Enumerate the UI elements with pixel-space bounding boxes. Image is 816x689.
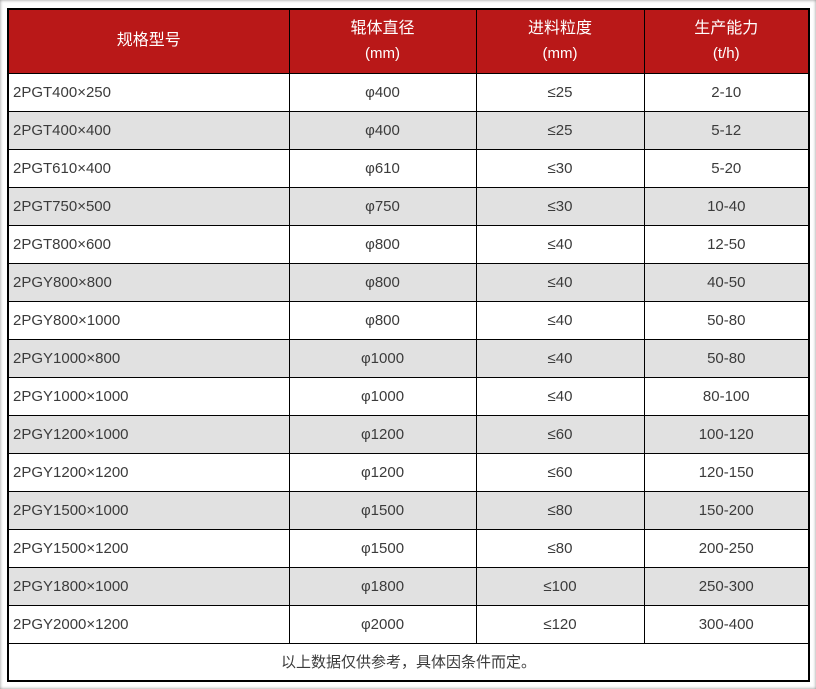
feed-size-cell: ≤60 <box>475 414 645 454</box>
table-row: 2PGY1200×1200 φ1200 ≤60 120-150 <box>7 452 810 492</box>
feed-size-cell: ≤25 <box>475 72 645 112</box>
table-header: 规格型号 辊体直径 (mm) 进料粒度 (mm) 生产能力 (t/h) <box>7 8 810 74</box>
model-cell: 2PGY1200×1000 <box>7 414 290 454</box>
diameter-cell: φ1000 <box>288 376 477 416</box>
footer-note: 以上数据仅供参考，具体因条件而定。 <box>7 642 810 682</box>
column-title: 进料粒度 <box>527 20 592 38</box>
diameter-cell: φ1800 <box>288 566 477 606</box>
column-title: 辊体直径 <box>350 20 415 38</box>
diameter-cell: φ1200 <box>288 414 477 454</box>
feed-size-cell: ≤40 <box>475 338 645 378</box>
table-row: 2PGY1000×800 φ1000 ≤40 50-80 <box>7 338 810 378</box>
model-cell: 2PGT800×600 <box>7 224 290 264</box>
column-header-4: 生产能力 (t/h) <box>643 8 810 74</box>
table-row: 2PGT750×500 φ750 ≤30 10-40 <box>7 186 810 226</box>
spec-table: 规格型号 辊体直径 (mm) 进料粒度 (mm) 生产能力 (t/h) 2PGT400×25… <box>7 8 810 682</box>
capacity-cell: 100-120 <box>643 414 810 454</box>
feed-size-cell: ≤40 <box>475 300 645 340</box>
diameter-cell: φ610 <box>288 148 477 188</box>
model-cell: 2PGY1000×1000 <box>7 376 290 416</box>
header-row: 规格型号 辊体直径 (mm) 进料粒度 (mm) 生产能力 (t/h) <box>7 8 810 74</box>
capacity-cell: 80-100 <box>643 376 810 416</box>
capacity-cell: 5-20 <box>643 148 810 188</box>
model-cell: 2PGT400×400 <box>7 110 290 150</box>
table-row: 2PGY800×1000 φ800 ≤40 50-80 <box>7 300 810 340</box>
feed-size-cell: ≤40 <box>475 262 645 302</box>
feed-size-cell: ≤40 <box>475 376 645 416</box>
diameter-cell: φ400 <box>288 72 477 112</box>
diameter-cell: φ800 <box>288 300 477 340</box>
feed-size-cell: ≤30 <box>475 186 645 226</box>
table-row: 2PGT400×400 φ400 ≤25 5-12 <box>7 110 810 150</box>
column-title: 规格型号 <box>116 32 181 50</box>
feed-size-cell: ≤40 <box>475 224 645 264</box>
diameter-cell: φ1500 <box>288 528 477 568</box>
diameter-cell: φ800 <box>288 224 477 264</box>
capacity-cell: 2-10 <box>643 72 810 112</box>
feed-size-cell: ≤120 <box>475 604 645 644</box>
table-footer: 以上数据仅供参考，具体因条件而定。 <box>7 642 810 682</box>
model-cell: 2PGY800×1000 <box>7 300 290 340</box>
footer-row: 以上数据仅供参考，具体因条件而定。 <box>7 642 810 682</box>
model-cell: 2PGT610×400 <box>7 148 290 188</box>
table-row: 2PGY800×800 φ800 ≤40 40-50 <box>7 262 810 302</box>
model-cell: 2PGY1200×1200 <box>7 452 290 492</box>
column-title: 生产能力 <box>694 20 759 38</box>
table-row: 2PGY2000×1200 φ2000 ≤120 300-400 <box>7 604 810 644</box>
column-header-3: 进料粒度 (mm) <box>475 8 645 74</box>
table-row: 2PGT610×400 φ610 ≤30 5-20 <box>7 148 810 188</box>
feed-size-cell: ≤80 <box>475 528 645 568</box>
capacity-cell: 200-250 <box>643 528 810 568</box>
capacity-cell: 250-300 <box>643 566 810 606</box>
column-header-2: 辊体直径 (mm) <box>288 8 477 74</box>
table-row: 2PGY1200×1000 φ1200 ≤60 100-120 <box>7 414 810 454</box>
model-cell: 2PGY1500×1000 <box>7 490 290 530</box>
column-header-1: 规格型号 <box>7 8 290 74</box>
capacity-cell: 12-50 <box>643 224 810 264</box>
capacity-cell: 120-150 <box>643 452 810 492</box>
feed-size-cell: ≤80 <box>475 490 645 530</box>
model-cell: 2PGY800×800 <box>7 262 290 302</box>
diameter-cell: φ750 <box>288 186 477 226</box>
feed-size-cell: ≤100 <box>475 566 645 606</box>
diameter-cell: φ1200 <box>288 452 477 492</box>
capacity-cell: 5-12 <box>643 110 810 150</box>
table-row: 2PGT800×600 φ800 ≤40 12-50 <box>7 224 810 264</box>
model-cell: 2PGY1000×800 <box>7 338 290 378</box>
table-row: 2PGY1800×1000 φ1800 ≤100 250-300 <box>7 566 810 606</box>
table-row: 2PGY1500×1200 φ1500 ≤80 200-250 <box>7 528 810 568</box>
diameter-cell: φ1000 <box>288 338 477 378</box>
capacity-cell: 50-80 <box>643 338 810 378</box>
table-body: 2PGT400×250 φ400 ≤25 2-10 2PGT400×400 φ400 ≤25… <box>7 72 810 644</box>
model-cell: 2PGY1800×1000 <box>7 566 290 606</box>
table-row: 2PGY1500×1000 φ1500 ≤80 150-200 <box>7 490 810 530</box>
capacity-cell: 10-40 <box>643 186 810 226</box>
column-unit: (mm) <box>542 45 578 63</box>
capacity-cell: 300-400 <box>643 604 810 644</box>
model-cell: 2PGT750×500 <box>7 186 290 226</box>
column-unit: (mm) <box>365 45 400 63</box>
diameter-cell: φ400 <box>288 110 477 150</box>
capacity-cell: 150-200 <box>643 490 810 530</box>
table-row: 2PGT400×250 φ400 ≤25 2-10 <box>7 72 810 112</box>
diameter-cell: φ800 <box>288 262 477 302</box>
diameter-cell: φ2000 <box>288 604 477 644</box>
model-cell: 2PGY1500×1200 <box>7 528 290 568</box>
feed-size-cell: ≤60 <box>475 452 645 492</box>
capacity-cell: 40-50 <box>643 262 810 302</box>
table-row: 2PGY1000×1000 φ1000 ≤40 80-100 <box>7 376 810 416</box>
model-cell: 2PGT400×250 <box>7 72 290 112</box>
column-unit: (t/h) <box>712 45 740 63</box>
feed-size-cell: ≤25 <box>475 110 645 150</box>
diameter-cell: φ1500 <box>288 490 477 530</box>
model-cell: 2PGY2000×1200 <box>7 604 290 644</box>
capacity-cell: 50-80 <box>643 300 810 340</box>
feed-size-cell: ≤30 <box>475 148 645 188</box>
